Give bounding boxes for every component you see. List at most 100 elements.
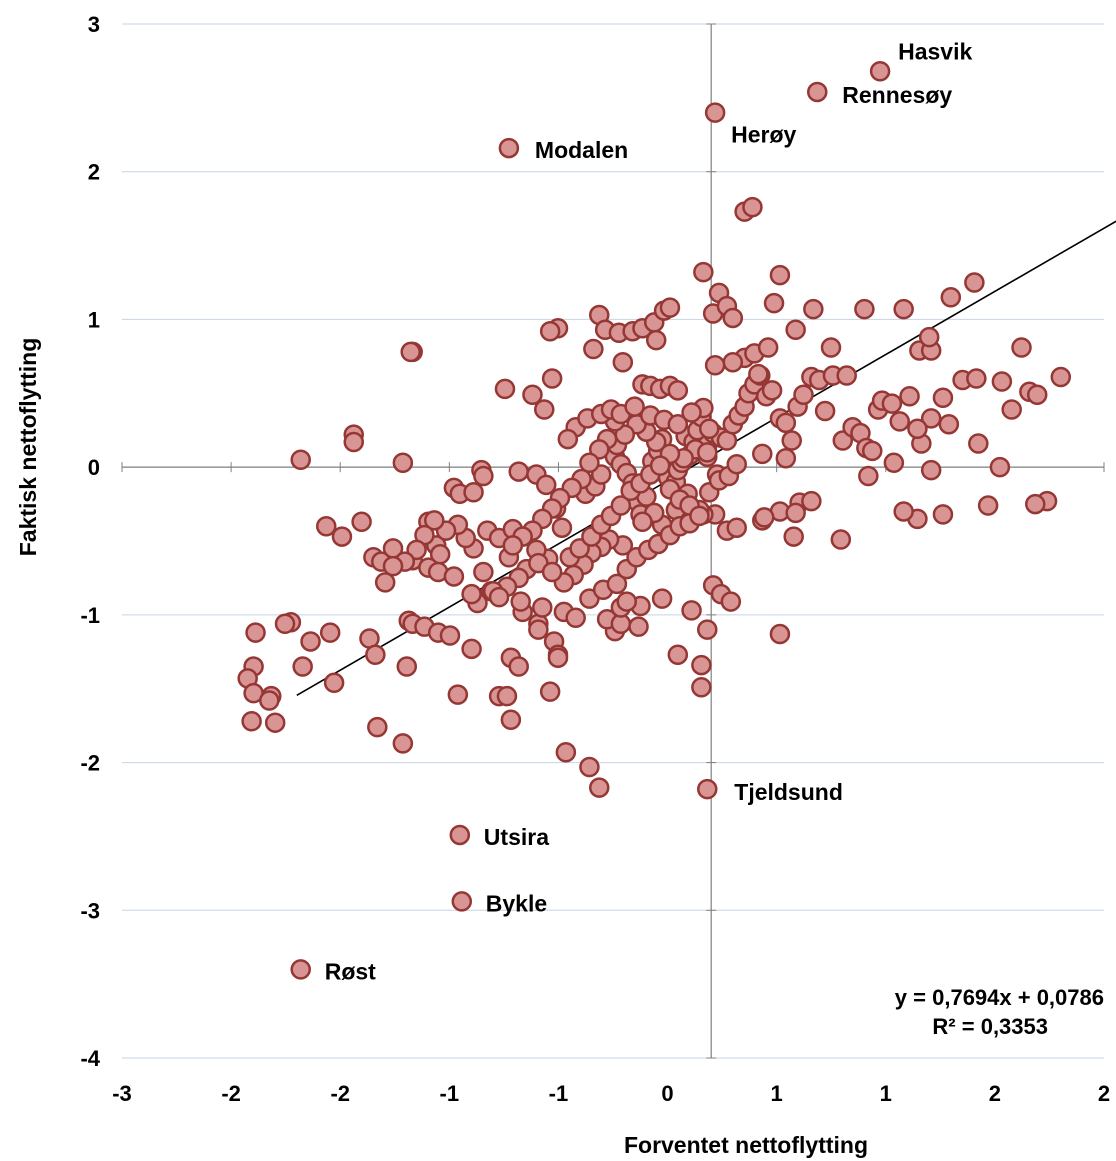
data-point — [589, 439, 610, 460]
data-point — [500, 709, 522, 730]
point-labels: Hasvik Rennesøy Herøy Modalen Tjeldsund Utsir… — [325, 38, 973, 984]
x-tick-label: -1 — [440, 1081, 460, 1106]
data-point — [748, 363, 769, 385]
data-point — [693, 261, 714, 283]
data-point — [691, 654, 712, 676]
data-point — [522, 384, 543, 406]
data-point — [590, 464, 612, 485]
x-tick-label: -1 — [549, 1081, 569, 1106]
data-point — [667, 644, 689, 665]
x-tick-label: 1 — [771, 1081, 783, 1106]
data-point — [351, 511, 372, 533]
data-point — [1011, 337, 1032, 358]
data-points — [237, 61, 1072, 980]
data-point — [645, 329, 667, 351]
data-point — [1025, 493, 1046, 515]
y-tick-label: 1 — [88, 307, 100, 332]
data-point — [893, 298, 914, 320]
data-point — [461, 638, 482, 660]
data-point — [697, 442, 718, 463]
data-point — [539, 320, 561, 342]
data-point — [893, 501, 914, 522]
data-point — [447, 684, 469, 705]
data-point — [331, 526, 353, 547]
data-point — [977, 495, 999, 516]
data-point — [612, 352, 634, 373]
data-point — [290, 449, 311, 471]
data-point — [899, 385, 920, 407]
data-point — [496, 685, 518, 707]
point-label: Hasvik — [898, 38, 972, 64]
labeled-data-point — [290, 959, 311, 980]
y-tick-label: -4 — [80, 1046, 100, 1071]
data-point — [726, 453, 747, 475]
data-point — [541, 368, 563, 389]
data-point — [968, 433, 989, 454]
data-point — [400, 341, 421, 363]
data-point — [697, 619, 718, 640]
labeled-data-point — [697, 778, 718, 800]
data-point — [1050, 366, 1072, 388]
data-point — [274, 613, 296, 634]
data-point — [1001, 399, 1022, 420]
data-point — [616, 591, 637, 612]
data-point — [763, 292, 785, 314]
data-point — [461, 583, 482, 605]
data-point — [443, 566, 465, 587]
data-point — [406, 539, 427, 561]
data-point — [907, 418, 928, 439]
data-point — [565, 607, 586, 629]
data-point — [753, 507, 775, 528]
x-tick-label: -2 — [330, 1081, 350, 1106]
data-point — [830, 529, 852, 550]
data-point — [757, 337, 779, 358]
data-point — [508, 461, 529, 482]
data-point — [722, 352, 744, 373]
data-point — [473, 465, 494, 487]
y-axis-title: Faktisk nettoflytting — [15, 338, 41, 557]
y-tick-label: -3 — [80, 898, 100, 923]
data-point — [832, 430, 854, 451]
data-point — [814, 400, 836, 422]
data-point — [365, 644, 386, 665]
data-point — [781, 430, 802, 451]
data-point — [691, 676, 712, 698]
x-tick-label: 0 — [661, 1081, 673, 1106]
data-point — [854, 298, 875, 320]
data-point — [722, 307, 744, 329]
data-point — [775, 412, 797, 434]
data-point — [681, 402, 702, 423]
data-point — [424, 510, 445, 531]
data-point — [801, 490, 822, 512]
data-point — [720, 591, 742, 612]
data-point — [785, 502, 806, 524]
data-point — [569, 538, 590, 559]
data-point — [343, 431, 365, 453]
data-point — [316, 515, 337, 537]
data-point — [624, 396, 645, 417]
data-point — [494, 378, 516, 400]
data-point — [761, 380, 783, 401]
data-point — [374, 572, 396, 593]
labeled-data-point — [704, 102, 726, 123]
data-point — [689, 505, 710, 527]
data-point — [667, 414, 689, 435]
x-tick-label: 1 — [880, 1081, 892, 1106]
data-point — [557, 428, 579, 450]
data-point — [539, 681, 561, 702]
data-point — [628, 616, 649, 637]
data-point — [473, 561, 494, 583]
data-point — [319, 622, 341, 643]
data-point — [889, 411, 910, 432]
labeled-data-point — [498, 137, 520, 159]
data-point — [528, 619, 549, 640]
data-point — [579, 756, 600, 778]
data-point — [508, 656, 529, 677]
x-tick-label: 2 — [1098, 1081, 1110, 1106]
y-tick-label: 0 — [88, 455, 100, 480]
data-point — [991, 371, 1013, 392]
x-tick-label: -3 — [112, 1081, 132, 1106]
data-point — [579, 452, 600, 473]
data-point — [392, 452, 414, 473]
data-point — [264, 712, 286, 733]
